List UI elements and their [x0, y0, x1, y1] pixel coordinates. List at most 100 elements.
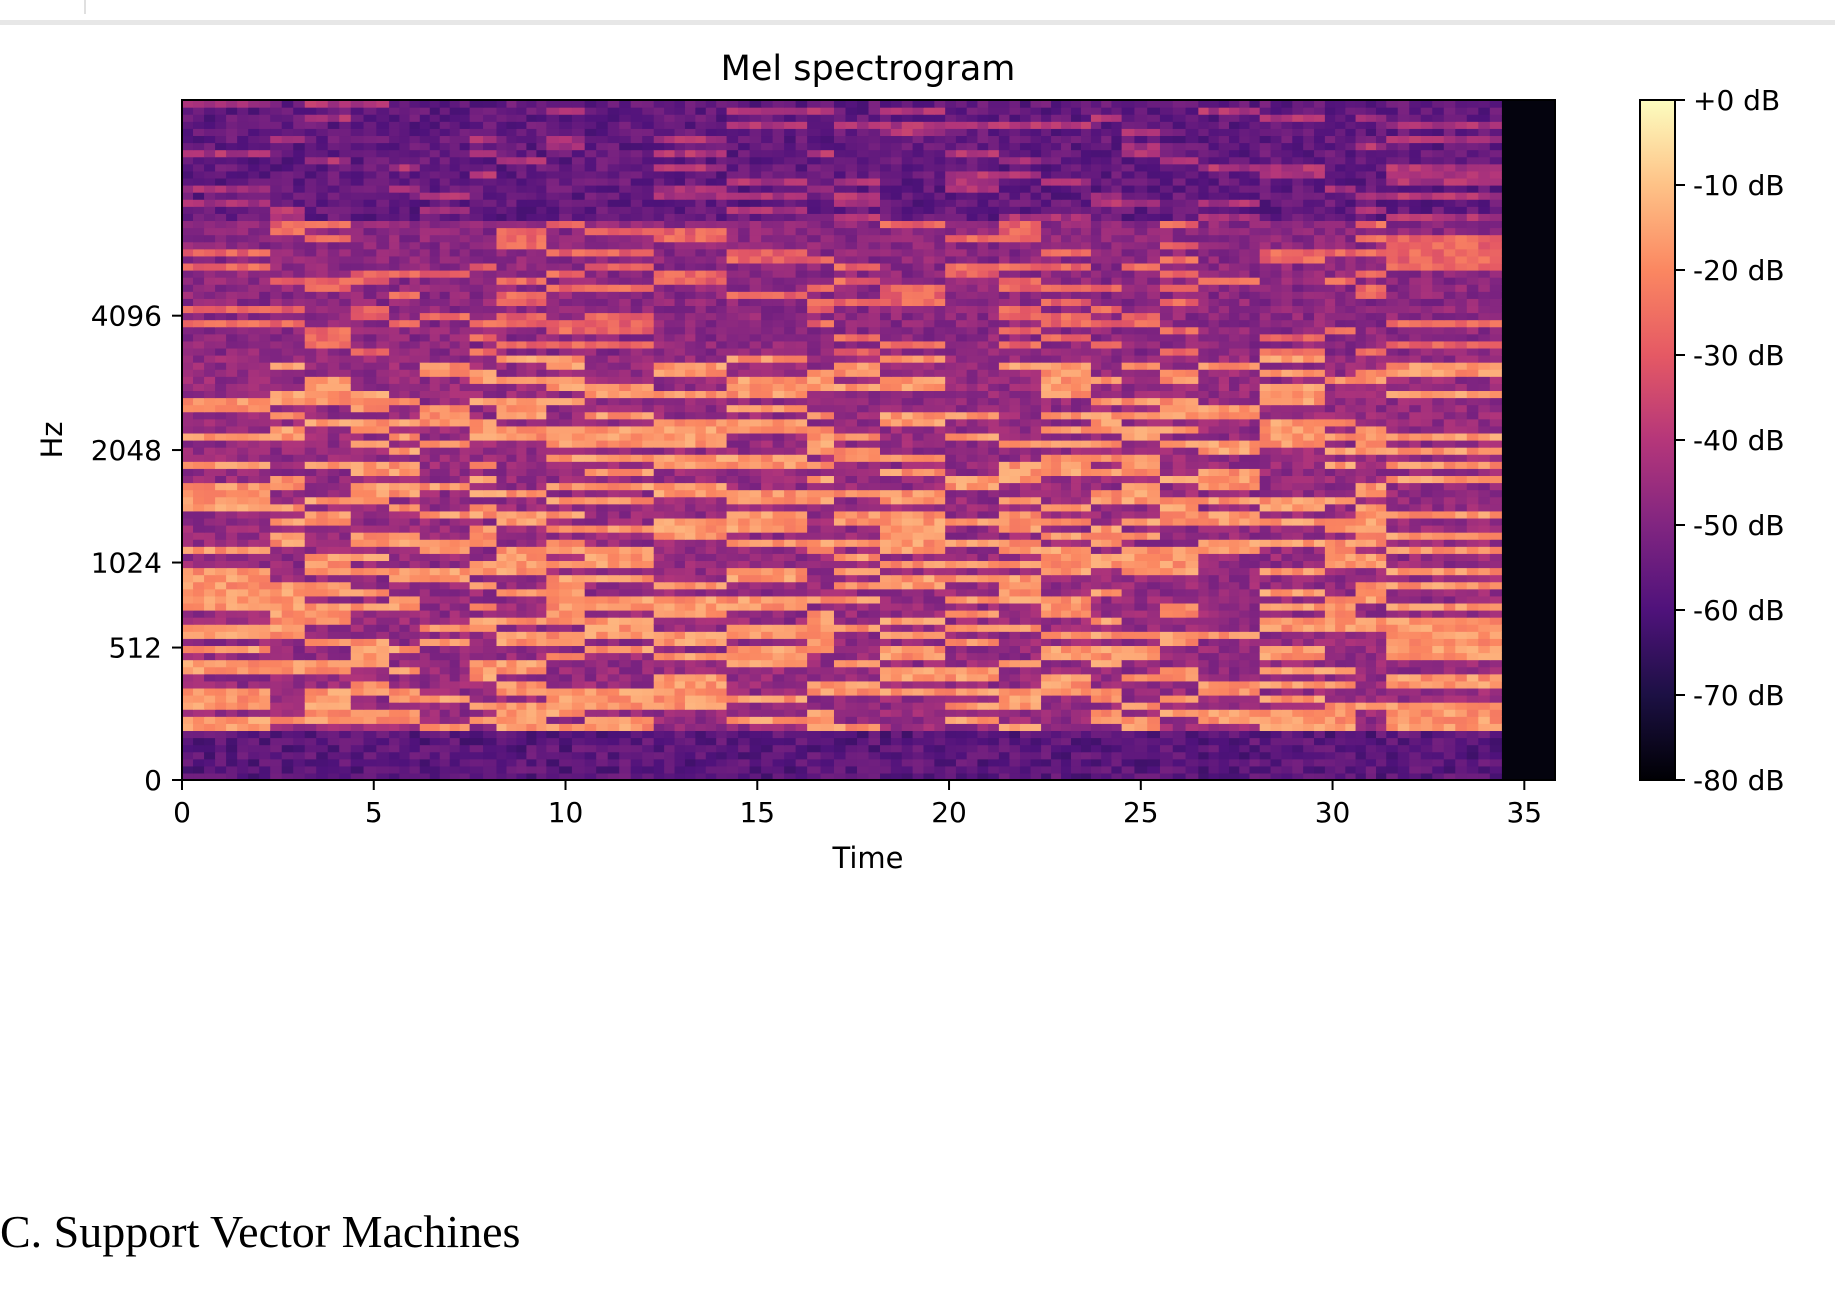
heatmap-cell [483, 617, 498, 625]
heatmap-cell [559, 291, 573, 299]
heatmap-cell [281, 687, 294, 696]
heatmap-cell [193, 645, 205, 654]
heatmap-cell [429, 362, 441, 370]
heatmap-cell [270, 291, 283, 299]
heatmap-cell [559, 262, 573, 271]
heatmap-cell [469, 461, 484, 469]
heatmap-cell [705, 255, 717, 264]
heatmap-cell [449, 659, 461, 668]
heatmap-cell [483, 447, 498, 455]
heatmap-cell [449, 702, 461, 710]
heatmap-cell [419, 695, 431, 703]
heatmap-cell [237, 758, 249, 767]
heatmap-cell [516, 262, 527, 271]
heatmap-cell [350, 121, 365, 129]
heatmap-cell [642, 610, 655, 618]
heatmap-cell [516, 475, 527, 484]
heatmap-cell [496, 284, 508, 292]
heatmap-cell [653, 291, 665, 299]
heatmap-cell [350, 432, 365, 441]
heatmap-cell [795, 532, 808, 540]
heatmap-cell [439, 156, 451, 165]
heatmap-cell [304, 680, 317, 689]
heatmap-cell [327, 652, 340, 661]
heatmap-cell [270, 652, 283, 661]
heatmap-cell [607, 340, 620, 349]
heatmap-cell [584, 489, 597, 498]
heatmap-cell [419, 532, 431, 540]
heatmap-cell [642, 156, 655, 165]
heatmap-cell [674, 312, 686, 321]
heatmap-cell [653, 270, 665, 278]
heatmap-cell [496, 652, 508, 661]
heatmap-cell [226, 425, 238, 434]
heatmap-cell [596, 333, 609, 342]
heatmap-cell [449, 758, 461, 767]
heatmap-cell [193, 100, 205, 108]
heatmap-cell [363, 404, 377, 413]
heatmap-cell [630, 503, 643, 512]
heatmap-cell [483, 560, 498, 569]
heatmap-cell [761, 602, 774, 611]
heatmap-cell [215, 680, 227, 689]
heatmap-cell [526, 142, 537, 151]
heatmap-cell [559, 581, 573, 590]
heatmap-cell [705, 376, 717, 384]
heatmap-cell [237, 673, 249, 682]
heatmap-cell [716, 447, 728, 455]
heatmap-cell [761, 567, 774, 576]
heatmap-cell [630, 369, 643, 377]
heatmap-cell [571, 517, 586, 526]
heatmap-cell [389, 227, 400, 236]
heatmap-cell [419, 163, 431, 172]
heatmap-cell [784, 772, 797, 781]
heatmap-cell [596, 241, 609, 250]
heatmap-cell [204, 369, 216, 377]
heatmap-cell [376, 255, 390, 264]
heatmap-cell [226, 595, 238, 604]
heatmap-cell [695, 624, 707, 632]
heatmap-cell [248, 142, 260, 151]
heatmap-cell [695, 432, 707, 441]
heatmap-cell [516, 121, 527, 129]
heatmap-cell [376, 362, 390, 370]
heatmap-cell [270, 333, 283, 342]
heatmap-cell [193, 482, 205, 491]
heatmap-cell [705, 440, 717, 448]
heatmap-cell [619, 716, 632, 724]
heatmap-cell [293, 248, 306, 257]
heatmap-cell [674, 680, 686, 689]
heatmap-cell [399, 687, 411, 696]
spectrogram-heatmap [182, 100, 1555, 781]
heatmap-cell [449, 546, 461, 554]
heatmap-cell [716, 248, 728, 257]
heatmap-cell [327, 610, 340, 618]
heatmap-cell [449, 695, 461, 703]
heatmap-cell [226, 468, 238, 477]
heatmap-cell [304, 631, 317, 639]
heatmap-cell [459, 262, 471, 271]
heatmap-cell [584, 532, 597, 540]
heatmap-cell [459, 199, 471, 207]
heatmap-cell [304, 475, 317, 484]
heatmap-cell [496, 432, 508, 441]
heatmap-cell [674, 744, 686, 753]
heatmap-cell [439, 588, 451, 597]
heatmap-cell [571, 255, 586, 264]
heatmap-cell [248, 553, 260, 562]
heatmap-cell [496, 454, 508, 462]
heatmap-cell [459, 695, 471, 703]
heatmap-cell [559, 631, 573, 639]
heatmap-cell [559, 255, 573, 264]
heatmap-cell [439, 539, 451, 547]
heatmap-cell [749, 510, 762, 519]
heatmap-cell [546, 255, 560, 264]
heatmap-cell [376, 397, 390, 406]
heatmap-cell [483, 581, 498, 590]
heatmap-cell [571, 772, 586, 781]
heatmap-cell [516, 702, 527, 710]
heatmap-cell [664, 602, 676, 611]
heatmap-cell [607, 177, 620, 186]
heatmap-cell [571, 177, 586, 186]
heatmap-cell [248, 567, 260, 576]
